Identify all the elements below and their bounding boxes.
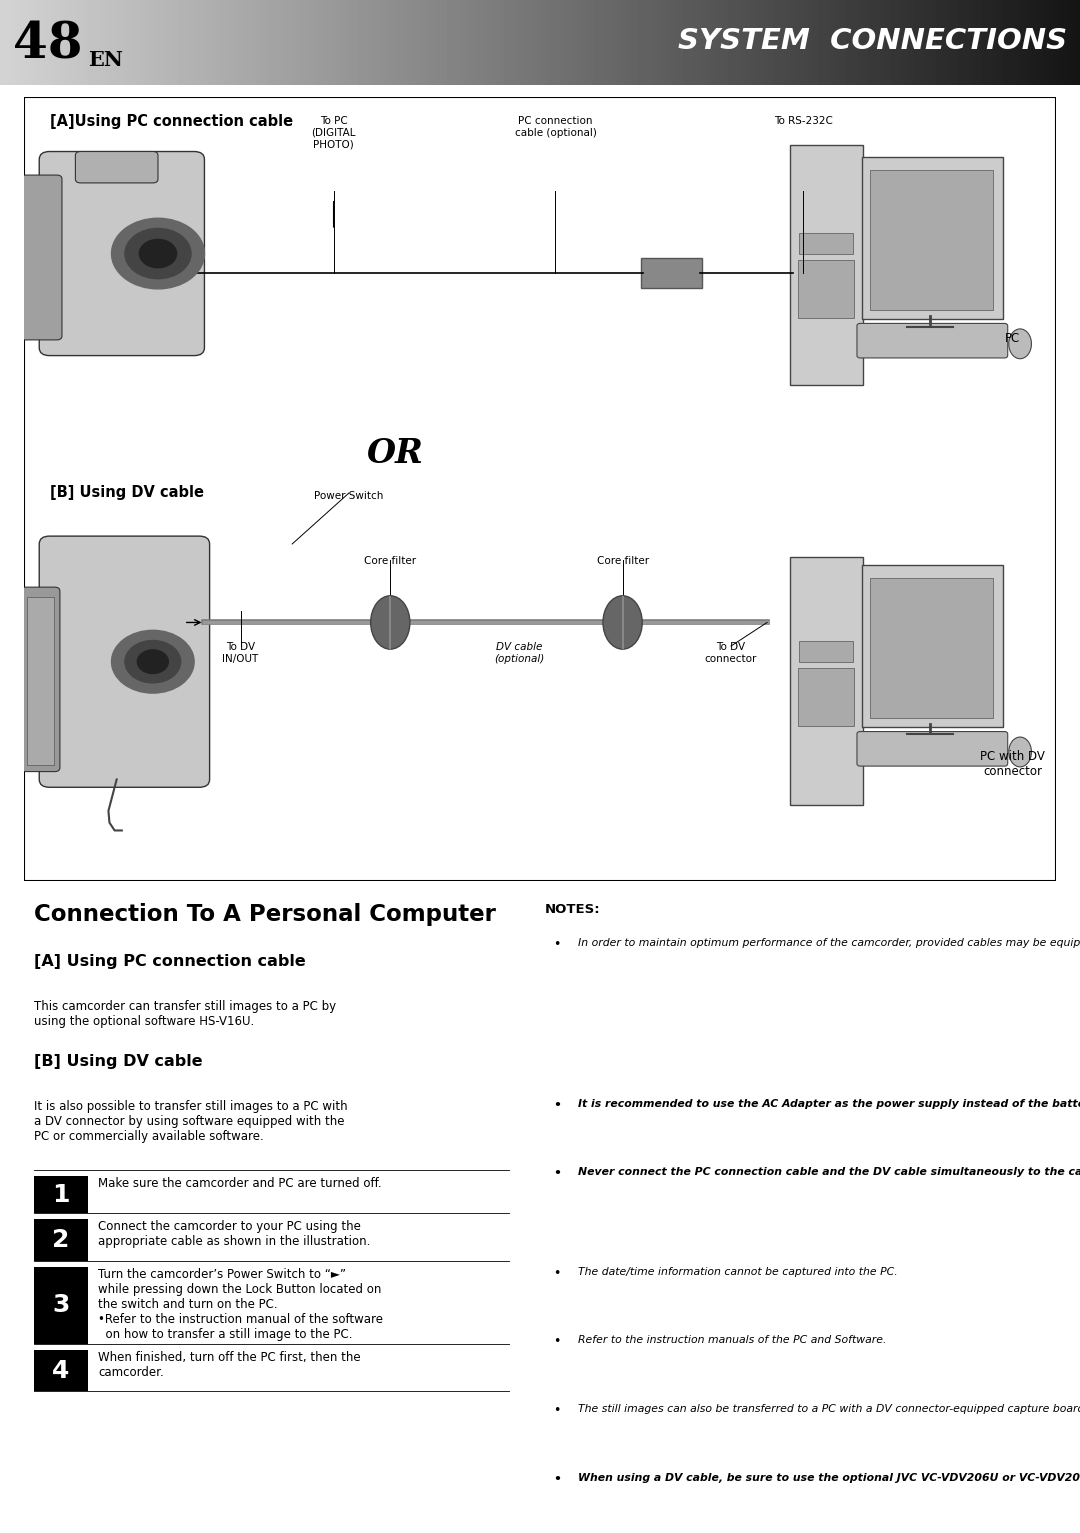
Text: The date/time information cannot be captured into the PC.: The date/time information cannot be capt…: [578, 1266, 897, 1277]
Ellipse shape: [603, 596, 643, 648]
FancyBboxPatch shape: [24, 97, 1056, 881]
Ellipse shape: [1009, 330, 1031, 359]
Text: Core filter: Core filter: [596, 556, 649, 566]
Text: Never connect the PC connection cable and the DV cable simultaneously to the cam: Never connect the PC connection cable an…: [578, 1167, 1080, 1177]
Text: [A]Using PC connection cable: [A]Using PC connection cable: [50, 113, 293, 129]
Text: It is also possible to transfer still images to a PC with
a DV connector by usin: It is also possible to transfer still im…: [35, 1099, 348, 1144]
Text: In order to maintain optimum performance of the camcorder, provided cables may b: In order to maintain optimum performance…: [578, 938, 1080, 949]
Text: This camcorder can transfer still images to a PC by
using the optional software : This camcorder can transfer still images…: [35, 1000, 336, 1029]
FancyBboxPatch shape: [35, 1268, 87, 1343]
FancyBboxPatch shape: [622, 596, 623, 648]
FancyBboxPatch shape: [799, 233, 853, 254]
Text: •: •: [553, 1473, 562, 1485]
FancyBboxPatch shape: [799, 641, 853, 662]
Circle shape: [125, 228, 191, 279]
Circle shape: [111, 630, 194, 693]
Text: NOTES:: NOTES:: [545, 903, 600, 917]
Text: EN: EN: [89, 49, 123, 71]
Text: SYSTEM  CONNECTIONS: SYSTEM CONNECTIONS: [678, 28, 1067, 55]
Text: To PC
(DIGITAL
PHOTO): To PC (DIGITAL PHOTO): [311, 117, 355, 149]
Text: 2: 2: [52, 1228, 69, 1252]
Text: When finished, turn off the PC first, then the
camcorder.: When finished, turn off the PC first, th…: [98, 1351, 361, 1378]
FancyBboxPatch shape: [870, 578, 994, 719]
Text: It is recommended to use the AC Adapter as the power supply instead of the batte: It is recommended to use the AC Adapter …: [578, 1099, 1080, 1108]
FancyBboxPatch shape: [35, 1219, 87, 1260]
Text: •: •: [553, 938, 561, 952]
FancyBboxPatch shape: [862, 156, 1002, 319]
FancyBboxPatch shape: [862, 566, 1002, 727]
Text: Refer to the instruction manuals of the PC and Software.: Refer to the instruction manuals of the …: [578, 1335, 887, 1346]
Text: 4: 4: [52, 1358, 69, 1383]
Text: Connect the camcorder to your PC using the
appropriate cable as shown in the ill: Connect the camcorder to your PC using t…: [98, 1220, 370, 1248]
Text: [A] Using PC connection cable: [A] Using PC connection cable: [35, 954, 306, 969]
Circle shape: [139, 239, 176, 268]
FancyBboxPatch shape: [21, 587, 59, 771]
Text: [B] Using DV cable: [B] Using DV cable: [35, 1055, 203, 1069]
FancyBboxPatch shape: [39, 152, 204, 356]
Circle shape: [125, 641, 180, 682]
Text: Make sure the camcorder and PC are turned off.: Make sure the camcorder and PC are turne…: [98, 1177, 381, 1190]
Text: PC: PC: [1005, 333, 1021, 345]
FancyBboxPatch shape: [798, 668, 854, 727]
Text: •: •: [553, 1266, 561, 1280]
Text: 48: 48: [13, 21, 82, 71]
FancyBboxPatch shape: [798, 259, 854, 317]
FancyBboxPatch shape: [389, 596, 391, 648]
FancyBboxPatch shape: [856, 731, 1008, 766]
Text: The still images can also be transferred to a PC with a DV connector-equipped ca: The still images can also be transferred…: [578, 1404, 1080, 1413]
FancyBboxPatch shape: [35, 1176, 87, 1213]
FancyBboxPatch shape: [21, 175, 62, 340]
Text: To RS-232C: To RS-232C: [774, 117, 833, 126]
Text: To DV
IN/OUT: To DV IN/OUT: [222, 642, 259, 664]
Text: DV cable
(optional): DV cable (optional): [495, 642, 544, 664]
Text: Connection To A Personal Computer: Connection To A Personal Computer: [35, 903, 496, 926]
FancyBboxPatch shape: [856, 323, 1008, 357]
Text: •: •: [553, 1335, 561, 1348]
Text: PC connection
cable (optional): PC connection cable (optional): [514, 117, 596, 138]
FancyBboxPatch shape: [789, 558, 863, 805]
Text: PC with DV
connector: PC with DV connector: [981, 750, 1045, 777]
Text: Power Switch: Power Switch: [314, 491, 383, 501]
Text: When using a DV cable, be sure to use the optional JVC VC-VDV206U or VC-VDV204U : When using a DV cable, be sure to use th…: [578, 1473, 1080, 1482]
FancyBboxPatch shape: [870, 170, 994, 310]
Ellipse shape: [370, 596, 410, 648]
Text: •: •: [553, 1404, 561, 1416]
Text: Turn the camcorder’s Power Switch to “►”
while pressing down the Lock Button loc: Turn the camcorder’s Power Switch to “►”…: [98, 1268, 383, 1341]
Text: 1: 1: [52, 1182, 70, 1206]
Text: [B] Using DV cable: [B] Using DV cable: [50, 484, 203, 500]
FancyBboxPatch shape: [76, 152, 158, 182]
Text: 3: 3: [52, 1294, 69, 1317]
Text: To DV
connector: To DV connector: [705, 642, 757, 664]
Circle shape: [111, 218, 204, 288]
Circle shape: [137, 650, 168, 673]
FancyBboxPatch shape: [35, 1351, 87, 1392]
Text: Core filter: Core filter: [364, 556, 417, 566]
Text: •: •: [553, 1167, 562, 1180]
FancyBboxPatch shape: [789, 146, 863, 385]
FancyBboxPatch shape: [27, 598, 54, 765]
Ellipse shape: [1009, 737, 1031, 766]
Text: OR: OR: [367, 437, 423, 471]
FancyBboxPatch shape: [39, 537, 210, 788]
Text: •: •: [553, 1099, 562, 1111]
FancyBboxPatch shape: [642, 258, 702, 288]
